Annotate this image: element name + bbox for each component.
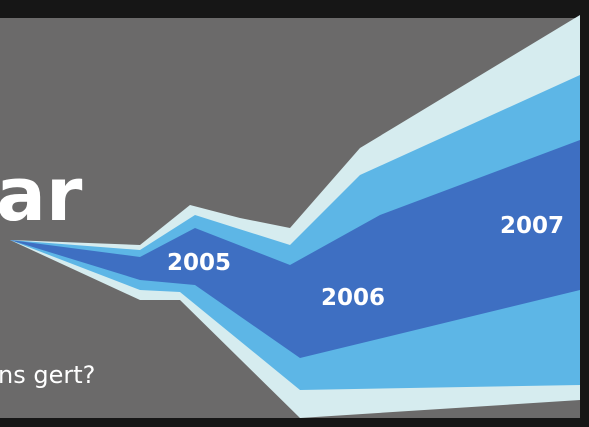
inner-band — [10, 140, 580, 358]
year-label: 2005 — [167, 250, 231, 276]
year-label: 2007 — [500, 213, 564, 239]
question: ns gert? — [0, 361, 95, 389]
heading: ar — [0, 152, 83, 238]
year-label: 2006 — [321, 285, 385, 311]
